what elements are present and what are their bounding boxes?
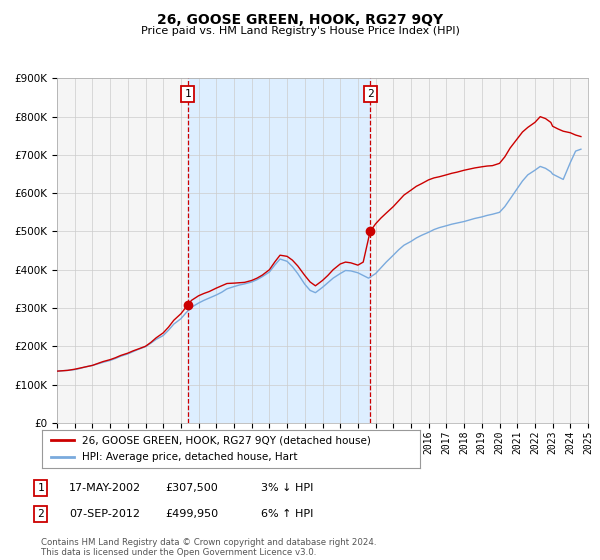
Text: 1: 1 [37, 483, 44, 493]
Text: Contains HM Land Registry data © Crown copyright and database right 2024.
This d: Contains HM Land Registry data © Crown c… [41, 538, 376, 557]
Text: 26, GOOSE GREEN, HOOK, RG27 9QY (detached house): 26, GOOSE GREEN, HOOK, RG27 9QY (detache… [82, 435, 371, 445]
Text: Price paid vs. HM Land Registry's House Price Index (HPI): Price paid vs. HM Land Registry's House … [140, 26, 460, 36]
Text: HPI: Average price, detached house, Hart: HPI: Average price, detached house, Hart [82, 452, 297, 462]
Text: 3% ↓ HPI: 3% ↓ HPI [261, 483, 313, 493]
Bar [188, 78, 370, 423]
Text: £307,500: £307,500 [165, 483, 218, 493]
Text: £499,950: £499,950 [165, 509, 218, 519]
Text: 2: 2 [367, 89, 373, 99]
Text: 07-SEP-2012: 07-SEP-2012 [69, 509, 140, 519]
Text: 6% ↑ HPI: 6% ↑ HPI [261, 509, 313, 519]
Text: 2: 2 [37, 509, 44, 519]
Text: 26, GOOSE GREEN, HOOK, RG27 9QY: 26, GOOSE GREEN, HOOK, RG27 9QY [157, 13, 443, 27]
Text: 1: 1 [184, 89, 191, 99]
Text: 17-MAY-2002: 17-MAY-2002 [69, 483, 141, 493]
